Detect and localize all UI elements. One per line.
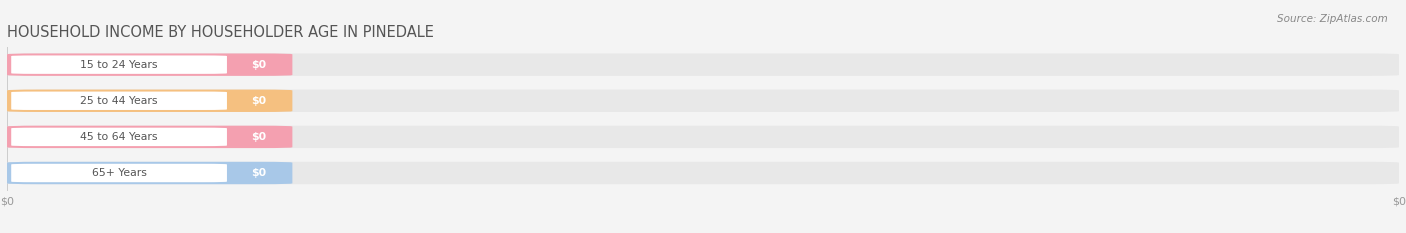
Text: $0: $0 bbox=[252, 168, 267, 178]
FancyBboxPatch shape bbox=[7, 89, 292, 112]
Text: HOUSEHOLD INCOME BY HOUSEHOLDER AGE IN PINEDALE: HOUSEHOLD INCOME BY HOUSEHOLDER AGE IN P… bbox=[7, 25, 434, 40]
FancyBboxPatch shape bbox=[7, 53, 1399, 76]
FancyBboxPatch shape bbox=[7, 89, 1399, 112]
FancyBboxPatch shape bbox=[7, 162, 1399, 184]
Text: 15 to 24 Years: 15 to 24 Years bbox=[80, 60, 157, 70]
Text: $0: $0 bbox=[252, 96, 267, 106]
Text: Source: ZipAtlas.com: Source: ZipAtlas.com bbox=[1277, 14, 1388, 24]
FancyBboxPatch shape bbox=[7, 162, 292, 184]
FancyBboxPatch shape bbox=[11, 92, 226, 110]
FancyBboxPatch shape bbox=[11, 164, 226, 182]
Text: $0: $0 bbox=[252, 60, 267, 70]
Text: 65+ Years: 65+ Years bbox=[91, 168, 146, 178]
Text: 25 to 44 Years: 25 to 44 Years bbox=[80, 96, 157, 106]
FancyBboxPatch shape bbox=[7, 53, 292, 76]
FancyBboxPatch shape bbox=[11, 128, 226, 146]
Text: 45 to 64 Years: 45 to 64 Years bbox=[80, 132, 157, 142]
FancyBboxPatch shape bbox=[7, 126, 292, 148]
FancyBboxPatch shape bbox=[11, 55, 226, 74]
Text: $0: $0 bbox=[252, 132, 267, 142]
FancyBboxPatch shape bbox=[7, 126, 1399, 148]
